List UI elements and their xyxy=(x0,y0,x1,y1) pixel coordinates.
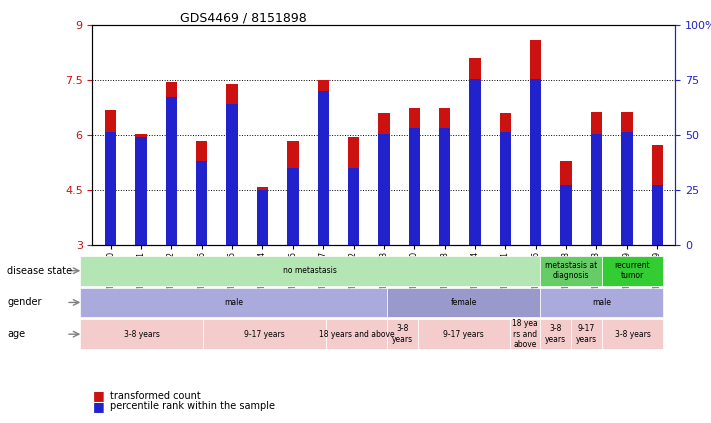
Text: male: male xyxy=(224,298,243,307)
Text: 18 yea
rs and
above: 18 yea rs and above xyxy=(512,319,538,349)
Bar xyxy=(226,84,237,245)
Text: metastasis at
diagnosis: metastasis at diagnosis xyxy=(545,261,597,280)
Bar xyxy=(530,40,542,245)
Bar xyxy=(257,190,268,245)
Text: recurrent
tumor: recurrent tumor xyxy=(615,261,651,280)
Bar xyxy=(287,141,299,245)
Bar xyxy=(500,113,511,245)
Bar xyxy=(318,80,329,245)
Bar xyxy=(196,141,208,245)
Bar xyxy=(348,168,359,245)
Text: 9-17 years: 9-17 years xyxy=(244,330,284,339)
Bar xyxy=(409,128,420,245)
Bar xyxy=(621,112,633,245)
Text: 3-8 years: 3-8 years xyxy=(614,330,651,339)
Bar xyxy=(560,161,572,245)
Bar xyxy=(378,134,390,245)
Bar xyxy=(166,97,177,245)
Bar xyxy=(500,132,511,245)
Text: 9-17
years: 9-17 years xyxy=(576,324,597,344)
Bar xyxy=(409,108,420,245)
Text: age: age xyxy=(7,329,25,339)
Text: male: male xyxy=(592,298,611,307)
Text: 18 years and above: 18 years and above xyxy=(319,330,394,339)
Bar xyxy=(135,137,146,245)
Text: ■: ■ xyxy=(92,389,105,402)
Bar xyxy=(591,134,602,245)
Bar xyxy=(469,79,481,245)
Bar xyxy=(378,113,390,245)
Bar xyxy=(287,168,299,245)
Text: GDS4469 / 8151898: GDS4469 / 8151898 xyxy=(180,11,306,24)
Bar xyxy=(166,82,177,245)
Bar xyxy=(530,79,542,245)
Text: 9-17 years: 9-17 years xyxy=(444,330,484,339)
Bar xyxy=(105,110,117,245)
Text: 3-8
years: 3-8 years xyxy=(545,324,567,344)
Text: ■: ■ xyxy=(92,400,105,412)
Bar xyxy=(196,161,208,245)
Text: female: female xyxy=(451,298,477,307)
Bar xyxy=(591,112,602,245)
Text: percentile rank within the sample: percentile rank within the sample xyxy=(110,401,275,411)
Text: transformed count: transformed count xyxy=(110,390,201,401)
Bar xyxy=(651,185,663,245)
Bar xyxy=(226,104,237,245)
Bar xyxy=(651,145,663,245)
Text: 3-8 years: 3-8 years xyxy=(124,330,159,339)
Bar xyxy=(105,132,117,245)
Bar xyxy=(257,187,268,245)
Bar xyxy=(348,137,359,245)
Bar xyxy=(439,128,450,245)
Bar xyxy=(135,134,146,245)
Text: gender: gender xyxy=(7,297,42,308)
Text: disease state: disease state xyxy=(7,266,73,276)
Bar xyxy=(621,132,633,245)
Bar xyxy=(439,108,450,245)
Text: 3-8
years: 3-8 years xyxy=(392,324,413,344)
Text: no metastasis: no metastasis xyxy=(284,266,337,275)
Bar xyxy=(469,58,481,245)
Bar xyxy=(560,185,572,245)
Bar xyxy=(318,91,329,245)
